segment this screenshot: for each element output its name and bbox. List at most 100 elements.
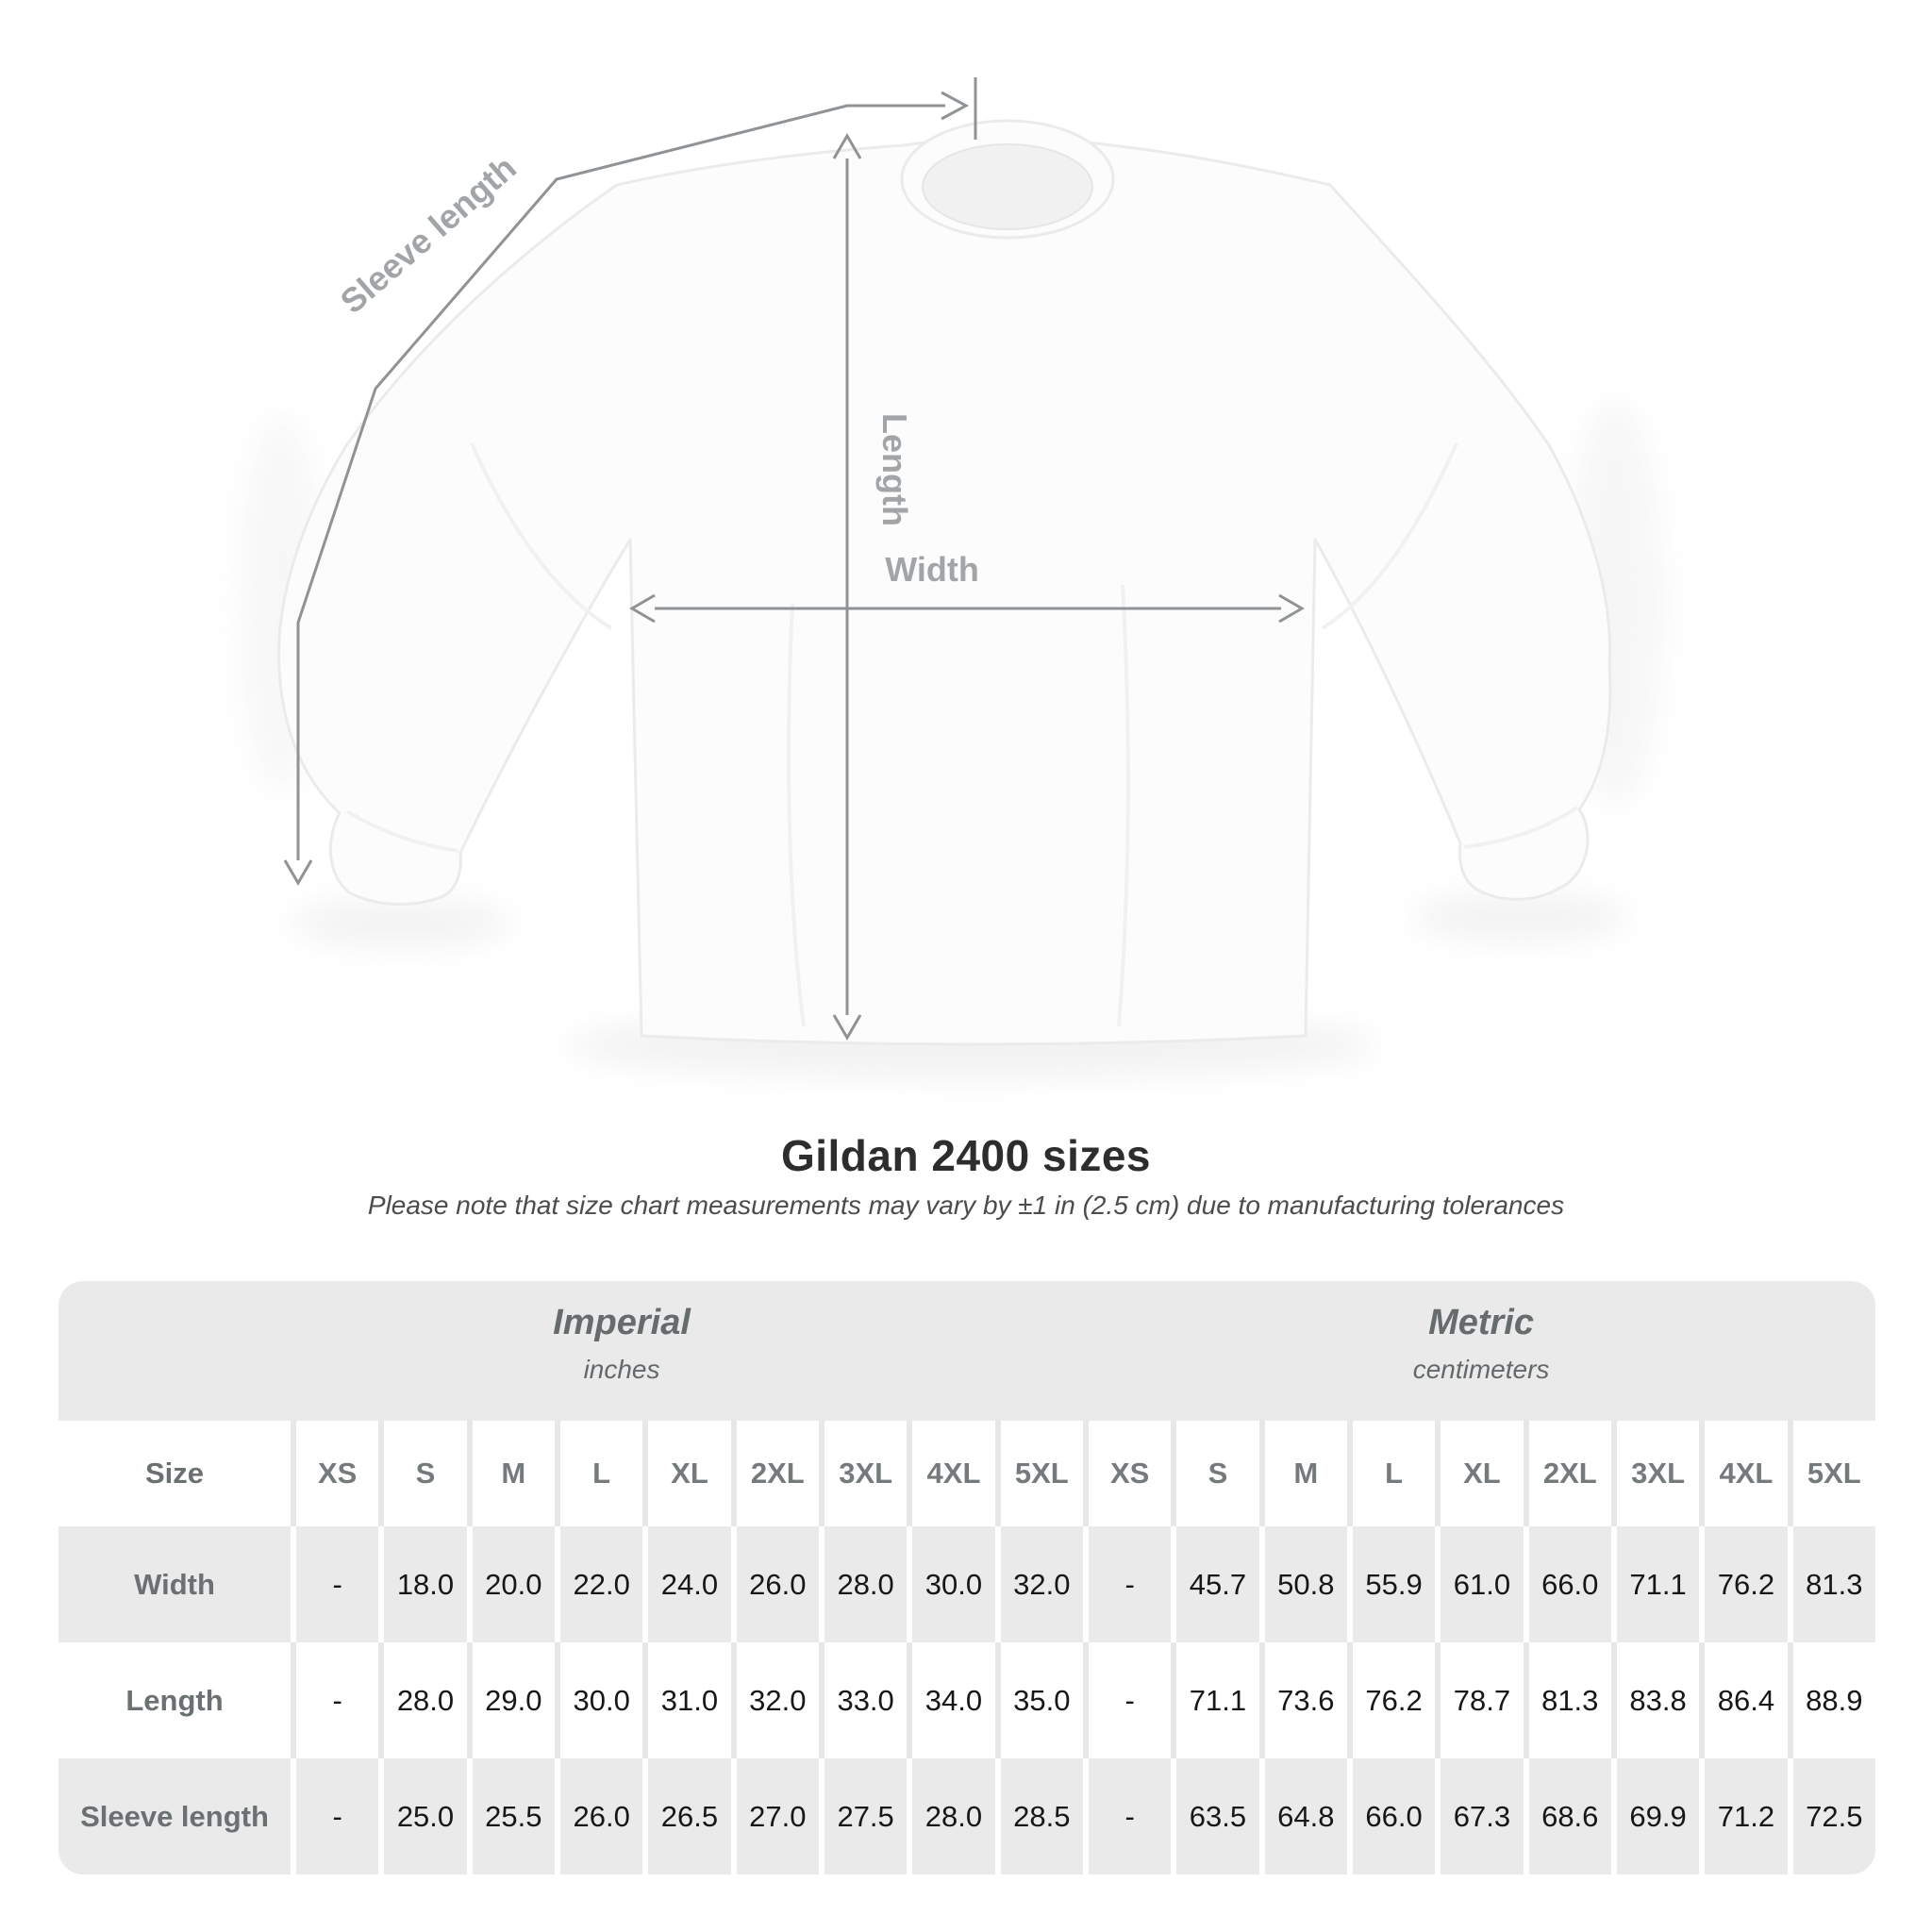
width-label: Width — [885, 550, 979, 589]
size-column-title: Size — [58, 1421, 291, 1526]
table-cell: 33.0 — [818, 1642, 908, 1758]
measurement-lines — [283, 77, 1305, 1041]
size-column-header: 5XL — [994, 1421, 1083, 1526]
tolerance-note: Please note that size chart measurements… — [367, 1191, 1565, 1220]
table-cell: 18.0 — [378, 1526, 467, 1642]
table-cell: 28.0 — [378, 1642, 467, 1758]
table-cell: 25.0 — [378, 1758, 467, 1874]
shirt-measurement-diagram: Sleeve length Length Width — [238, 77, 1664, 1077]
table-cell: 71.1 — [1171, 1642, 1259, 1758]
size-table-body: Width -18.0 20.0 22.0 24.0 26.0 28.0 30.0 32.0-4… — [58, 1526, 1875, 1874]
table-cell: 73.6 — [1258, 1642, 1347, 1758]
table-cell: 29.0 — [466, 1642, 555, 1758]
size-column-header: XS — [291, 1421, 379, 1526]
table-cell: 50.8 — [1258, 1526, 1347, 1642]
size-column-header: S — [1171, 1421, 1259, 1526]
table-cell: 76.2 — [1699, 1526, 1788, 1642]
table-cell: - — [1082, 1642, 1172, 1758]
row-label: Width — [58, 1526, 291, 1642]
shirt-body — [277, 137, 1612, 1046]
size-column-header: 2XL — [730, 1421, 819, 1526]
table-cell: 27.5 — [818, 1758, 908, 1874]
table-cell: 61.0 — [1435, 1526, 1524, 1642]
table-cell: 78.7 — [1435, 1642, 1524, 1758]
table-cell: 24.0 — [642, 1526, 731, 1642]
table-cell: 83.8 — [1610, 1642, 1700, 1758]
table-cell: 72.5 — [1787, 1758, 1875, 1874]
table-cell: 25.5 — [466, 1758, 555, 1874]
size-column-header: 5XL — [1787, 1421, 1875, 1526]
width-arrow-right-icon — [1278, 593, 1305, 624]
table-cell: 66.0 — [1523, 1526, 1611, 1642]
table-row-sleeve-length: Sleeve length -25.0 25.5 26.0 26.5 27.0 27.5 28… — [58, 1758, 1875, 1874]
width-arrow-left-icon — [629, 593, 656, 624]
table-header-row: Size XS S M L XL 2XL 3XL 4XL 5XL XS S M L XL 2XL 3XL 4XL… — [58, 1421, 1875, 1526]
table-cell: - — [291, 1758, 379, 1874]
metric-title: Metric — [1428, 1303, 1534, 1342]
size-column-header: XL — [1435, 1421, 1524, 1526]
size-column-header: S — [378, 1421, 467, 1526]
table-cell: - — [1082, 1526, 1172, 1642]
table-cell: 32.0 — [730, 1642, 819, 1758]
size-column-header: 4XL — [907, 1421, 995, 1526]
table-cell: 63.5 — [1171, 1758, 1259, 1874]
length-arrow-up-icon — [832, 133, 862, 159]
table-cell: 76.2 — [1346, 1642, 1436, 1758]
size-column-header: 3XL — [1610, 1421, 1700, 1526]
table-cell: - — [1082, 1758, 1172, 1874]
table-cell: 32.0 — [994, 1526, 1083, 1642]
fabric-fold-lines — [345, 442, 1579, 1027]
table-cell: 81.3 — [1523, 1642, 1611, 1758]
size-table: Size XS S M L XL 2XL 3XL 4XL 5XL XS S M L XL 2XL 3XL 4XL… — [58, 1421, 1875, 1874]
table-cell: 28.0 — [818, 1526, 908, 1642]
table-cell: - — [291, 1642, 379, 1758]
row-label: Sleeve length — [58, 1758, 291, 1874]
table-cell: 22.0 — [554, 1526, 643, 1642]
size-column-header: L — [1346, 1421, 1436, 1526]
shirt-silhouette — [277, 119, 1612, 1046]
table-cell: 27.0 — [730, 1758, 819, 1874]
table-cell: 20.0 — [466, 1526, 555, 1642]
table-cell: 69.9 — [1610, 1758, 1700, 1874]
table-cell: 88.9 — [1787, 1642, 1875, 1758]
table-cell: 26.0 — [730, 1526, 819, 1642]
table-cell: 55.9 — [1346, 1526, 1436, 1642]
size-column-header: L — [554, 1421, 643, 1526]
table-cell: 86.4 — [1699, 1642, 1788, 1758]
table-cell: 68.6 — [1523, 1758, 1611, 1874]
table-cell: - — [291, 1526, 379, 1642]
table-row-width: Width -18.0 20.0 22.0 24.0 26.0 28.0 30.0 32.0-4… — [58, 1526, 1875, 1642]
size-column-header: 3XL — [818, 1421, 908, 1526]
size-table-card: Imperial inches Metric centimeters Size … — [58, 1281, 1875, 1874]
table-cell: 71.2 — [1699, 1758, 1788, 1874]
size-column-header: XL — [642, 1421, 731, 1526]
metric-section-header: Metric centimeters — [1413, 1302, 1550, 1385]
table-cell: 28.0 — [907, 1758, 995, 1874]
size-column-header: M — [1258, 1421, 1347, 1526]
metric-unit: centimeters — [1412, 1354, 1550, 1384]
sleeve-length-arrow-right-icon — [941, 91, 970, 121]
table-cell: 81.3 — [1787, 1526, 1875, 1642]
sleeve-length-arrow-down-icon — [283, 859, 313, 886]
table-cell: 71.1 — [1610, 1526, 1700, 1642]
imperial-section-header: Imperial inches — [553, 1302, 691, 1385]
size-column-header: 2XL — [1523, 1421, 1611, 1526]
table-cell: 31.0 — [642, 1642, 731, 1758]
table-cell: 30.0 — [907, 1526, 995, 1642]
table-cell: 35.0 — [994, 1642, 1083, 1758]
page-title: Gildan 2400 sizes — [780, 1131, 1152, 1180]
imperial-title: Imperial — [553, 1303, 691, 1342]
table-cell: 64.8 — [1258, 1758, 1347, 1874]
length-label: Length — [875, 413, 914, 526]
size-column-header: M — [466, 1421, 555, 1526]
table-cell: 30.0 — [554, 1642, 643, 1758]
sleeve-length-line — [296, 104, 945, 860]
table-cell: 67.3 — [1435, 1758, 1524, 1874]
table-cell: 26.0 — [554, 1758, 643, 1874]
length-arrow-down-icon — [832, 1014, 862, 1041]
table-cell: 34.0 — [907, 1642, 995, 1758]
table-row-length: Length -28.0 29.0 30.0 31.0 32.0 33.0 34.0 35.0-… — [58, 1642, 1875, 1758]
table-cell: 26.5 — [642, 1758, 731, 1874]
unit-system-band: Imperial inches Metric centimeters — [58, 1281, 1875, 1421]
